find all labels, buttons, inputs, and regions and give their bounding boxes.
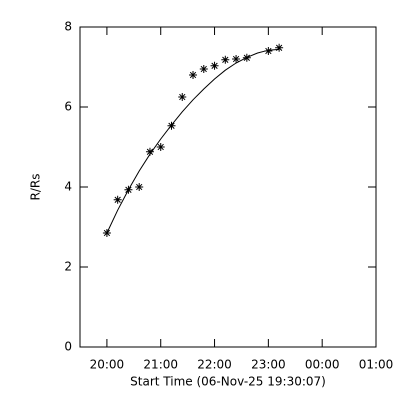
data-point xyxy=(167,121,176,130)
x-tick-label: 22:00 xyxy=(197,358,232,372)
data-point xyxy=(113,195,122,204)
data-point xyxy=(221,55,230,64)
data-point xyxy=(242,53,251,62)
x-tick-label: 23:00 xyxy=(251,358,286,372)
data-point xyxy=(102,229,111,237)
fit-line xyxy=(106,48,280,234)
y-tick-label: 0 xyxy=(64,340,72,354)
data-point xyxy=(232,55,241,63)
plot-frame xyxy=(79,26,377,348)
data-point xyxy=(210,61,219,70)
x-axis-label: Start Time (06-Nov-25 19:30:07) xyxy=(130,375,326,389)
data-point xyxy=(199,65,208,73)
y-tick-label: 2 xyxy=(64,260,72,274)
x-tick-label: 00:00 xyxy=(305,358,340,372)
y-tick-label: 8 xyxy=(64,20,72,34)
data-point xyxy=(264,47,273,55)
data-point xyxy=(135,183,144,191)
data-point xyxy=(275,43,284,52)
x-tick-label: 21:00 xyxy=(143,358,178,372)
data-point xyxy=(145,147,154,156)
x-tick-label: 01:00 xyxy=(359,358,394,372)
y-tick-label: 6 xyxy=(64,100,72,114)
data-point xyxy=(124,185,133,194)
y-axis-label: R/Rs xyxy=(29,174,43,201)
data-point xyxy=(189,71,198,79)
data-point xyxy=(178,93,187,101)
x-tick-label: 20:00 xyxy=(90,358,125,372)
y-tick-label: 4 xyxy=(64,180,72,194)
data-point xyxy=(156,143,165,151)
